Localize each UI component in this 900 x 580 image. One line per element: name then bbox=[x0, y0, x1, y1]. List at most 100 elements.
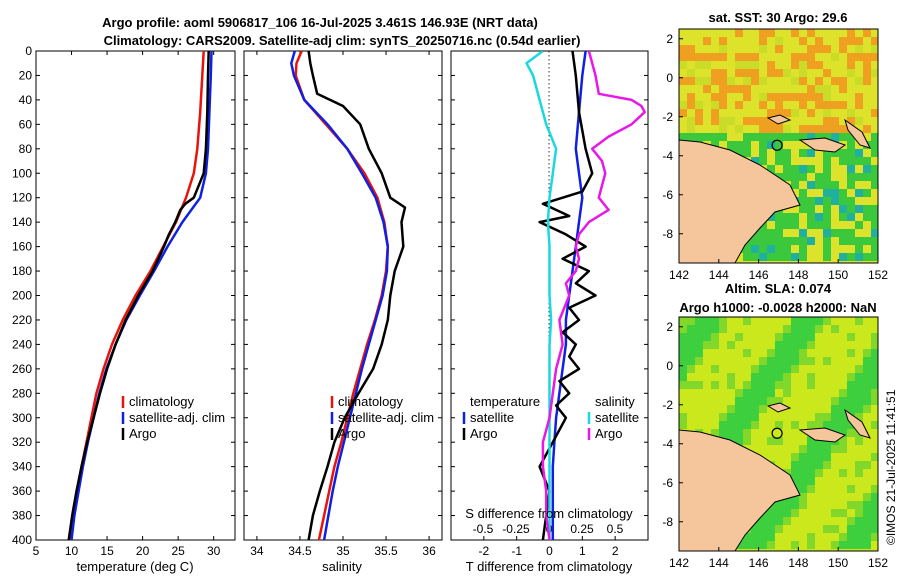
sst-cell bbox=[703, 85, 711, 93]
sla-cell bbox=[703, 333, 711, 341]
map-x-tick-label: 146 bbox=[749, 556, 769, 570]
sla-cell bbox=[815, 453, 823, 461]
sst-cell bbox=[855, 205, 863, 213]
sst-cell bbox=[863, 125, 871, 133]
sla-cell bbox=[807, 437, 815, 445]
sst-cell bbox=[799, 93, 807, 101]
sst-cell bbox=[791, 53, 799, 61]
sst-cell bbox=[839, 157, 847, 165]
sst-cell bbox=[823, 197, 831, 205]
sst-cell bbox=[759, 93, 767, 101]
sla-cell bbox=[871, 373, 878, 381]
sla-cell bbox=[847, 421, 855, 429]
sla-map bbox=[679, 317, 878, 551]
map-y-tick-label: 0 bbox=[666, 359, 673, 373]
sst-argo-marker bbox=[771, 139, 783, 151]
sla-cell bbox=[839, 509, 847, 517]
sla-cell bbox=[711, 341, 719, 349]
sla-cell bbox=[735, 421, 743, 429]
sst-cell bbox=[863, 189, 871, 197]
sst-cell bbox=[855, 237, 863, 245]
sst-cell bbox=[807, 165, 815, 173]
sst-cell bbox=[871, 181, 878, 189]
x-tick-label: 25 bbox=[171, 544, 185, 558]
sla-cell bbox=[863, 517, 871, 525]
sst-cell bbox=[743, 117, 751, 125]
sla-cell bbox=[727, 429, 735, 437]
sla-cell bbox=[767, 525, 775, 533]
sst-cell bbox=[863, 173, 871, 181]
sla-cell bbox=[871, 333, 878, 341]
sst-cell bbox=[799, 61, 807, 69]
sla-cell bbox=[791, 493, 799, 501]
sla-cell bbox=[679, 317, 687, 325]
sla-cell bbox=[711, 429, 719, 437]
sst-cell bbox=[799, 149, 807, 157]
sst-cell bbox=[767, 245, 775, 253]
sst-cell bbox=[855, 189, 863, 197]
sla-cell bbox=[847, 373, 855, 381]
y-tick-label: 320 bbox=[12, 435, 32, 449]
sst-cell bbox=[727, 141, 735, 149]
sla-cell bbox=[743, 389, 751, 397]
sla-cell bbox=[855, 389, 863, 397]
sla-cell bbox=[767, 357, 775, 365]
sst-cell bbox=[775, 133, 783, 141]
sst-cell bbox=[823, 117, 831, 125]
x-tick-label: -1 bbox=[511, 544, 522, 558]
sla-cell bbox=[759, 389, 767, 397]
sla-cell bbox=[791, 357, 799, 365]
sla-cell bbox=[863, 493, 871, 501]
sla-cell bbox=[815, 461, 823, 469]
sst-cell bbox=[767, 133, 775, 141]
sla-cell bbox=[783, 389, 791, 397]
sla-cell bbox=[855, 437, 863, 445]
sla-cell bbox=[799, 317, 807, 325]
sst-cell bbox=[751, 133, 759, 141]
sst-cell bbox=[823, 253, 831, 261]
x-top-tick-label: 0.5 bbox=[607, 522, 624, 536]
sst-cell bbox=[791, 213, 799, 221]
sst-cell bbox=[799, 229, 807, 237]
sla-cell bbox=[815, 437, 823, 445]
sst-cell bbox=[767, 69, 775, 77]
sla-cell bbox=[719, 413, 727, 421]
sla-cell bbox=[807, 485, 815, 493]
sla-cell bbox=[831, 445, 839, 453]
sla-cell bbox=[767, 517, 775, 525]
sla-cell bbox=[823, 421, 831, 429]
sla-cell bbox=[847, 533, 855, 541]
sst-cell bbox=[775, 213, 783, 221]
sst-cell bbox=[679, 109, 687, 117]
sst-cell bbox=[687, 93, 695, 101]
sst-cell bbox=[719, 69, 727, 77]
sst-land-new-britain bbox=[798, 137, 847, 153]
sst-cell bbox=[679, 61, 687, 69]
sst-cell bbox=[703, 61, 711, 69]
sst-cell bbox=[687, 125, 695, 133]
sla-cell bbox=[839, 469, 847, 477]
sst-cell bbox=[807, 29, 815, 37]
sst-cell bbox=[719, 101, 727, 109]
map-y-tick-label: -8 bbox=[662, 227, 673, 241]
sla-cell bbox=[823, 413, 831, 421]
sla-cell bbox=[855, 461, 863, 469]
sst-cell bbox=[807, 221, 815, 229]
sst-cell bbox=[847, 165, 855, 173]
sst-cell bbox=[815, 77, 823, 85]
sst-land-new-guinea bbox=[679, 139, 801, 263]
sst-cell bbox=[799, 237, 807, 245]
sst-cell bbox=[815, 181, 823, 189]
sst-cell bbox=[719, 125, 727, 133]
sst-cell bbox=[711, 69, 719, 77]
sst-cell bbox=[775, 157, 783, 165]
sla-cell bbox=[759, 397, 767, 405]
sst-cell bbox=[767, 253, 775, 261]
sla-cell bbox=[815, 469, 823, 477]
sst-cell bbox=[695, 101, 703, 109]
sla-cell bbox=[799, 357, 807, 365]
sst-cell bbox=[767, 141, 775, 149]
legend-title-temperature: temperature bbox=[470, 394, 540, 409]
sst-cell bbox=[807, 85, 815, 93]
sst-cell bbox=[799, 205, 807, 213]
